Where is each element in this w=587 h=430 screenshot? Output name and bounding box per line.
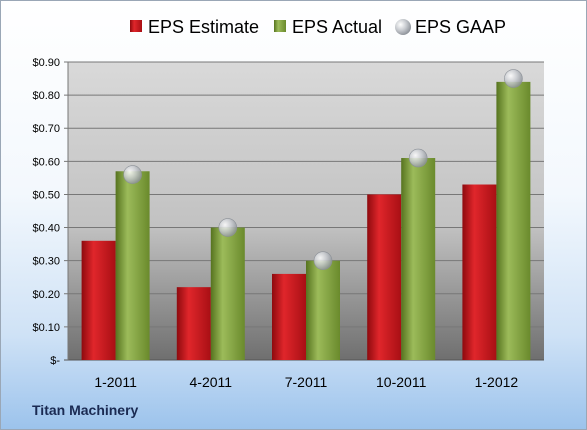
x-tick-label: 1-2011 bbox=[94, 374, 137, 390]
x-tick-label: 4-2011 bbox=[190, 374, 233, 390]
y-tick-label: $0.60 bbox=[32, 156, 60, 168]
bar-eps-actual bbox=[306, 260, 340, 360]
bar-eps-estimate bbox=[81, 240, 116, 360]
marker-eps-gaap bbox=[123, 165, 142, 184]
y-tick-label: $0.20 bbox=[32, 289, 60, 301]
y-tick-label: $- bbox=[50, 355, 60, 367]
legend-marker-gaap bbox=[395, 19, 411, 35]
legend-item-eps-actual: EPS Actual bbox=[274, 17, 382, 37]
legend-swatch-estimate bbox=[130, 20, 142, 32]
bar-eps-actual bbox=[115, 171, 150, 360]
gaap-markers bbox=[123, 69, 523, 270]
marker-eps-gaap bbox=[408, 148, 428, 168]
y-tick-label: $0.80 bbox=[32, 90, 60, 102]
bar-eps-actual bbox=[496, 81, 531, 360]
legend-label-actual: EPS Actual bbox=[292, 17, 382, 37]
y-tick-label: $0.50 bbox=[32, 189, 60, 201]
x-tick-label: 10-2011 bbox=[376, 374, 427, 390]
bar-eps-actual bbox=[401, 158, 436, 360]
x-tick-label: 7-2011 bbox=[285, 374, 328, 390]
legend-item-eps-estimate: EPS Estimate bbox=[130, 17, 259, 37]
legend-item-eps-gaap: EPS GAAP bbox=[395, 17, 506, 37]
bar-eps-estimate bbox=[462, 184, 497, 360]
bar-eps-estimate bbox=[176, 287, 211, 360]
legend-label-estimate: EPS Estimate bbox=[148, 17, 259, 37]
x-axis: 1-2011 4-2011 7-2011 10-2011 1-2012 bbox=[94, 374, 518, 390]
y-tick-label: $0.90 bbox=[32, 57, 60, 69]
y-tick-label: $0.10 bbox=[32, 322, 60, 334]
company-name: Titan Machinery bbox=[32, 402, 139, 418]
x-tick-label: 1-2012 bbox=[475, 374, 519, 390]
y-tick-label: $0.30 bbox=[32, 256, 60, 268]
bars bbox=[81, 81, 531, 360]
marker-eps-gaap bbox=[313, 251, 333, 270]
legend: EPS Estimate EPS Actual EPS GAAP bbox=[130, 17, 506, 37]
bar-eps-estimate bbox=[367, 194, 402, 360]
legend-swatch-actual bbox=[274, 20, 286, 32]
bar-eps-actual bbox=[210, 227, 245, 360]
y-axis: $0.90 $0.80 $0.70 $0.60 $0.50 $0.40 $0.30 $0.20… bbox=[32, 57, 60, 367]
marker-eps-gaap bbox=[504, 69, 523, 88]
marker-eps-gaap bbox=[218, 218, 238, 237]
bar-eps-estimate bbox=[272, 273, 306, 360]
y-tick-label: $0.70 bbox=[32, 123, 60, 135]
y-tick-label: $0.40 bbox=[32, 223, 60, 235]
legend-label-gaap: EPS GAAP bbox=[415, 17, 506, 37]
